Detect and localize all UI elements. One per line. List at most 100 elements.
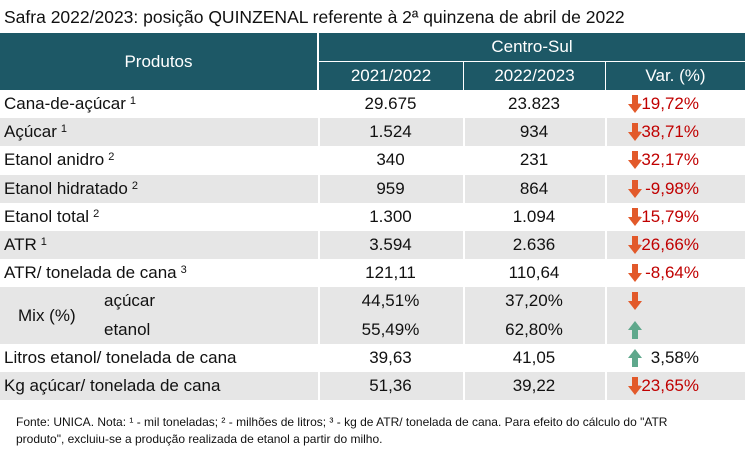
header-region: Centro-Sul	[319, 33, 745, 61]
cell-border	[318, 90, 320, 119]
arrow-down	[628, 236, 642, 254]
cell-border	[318, 259, 320, 288]
arrow-down	[628, 123, 642, 142]
cell-border	[463, 343, 465, 372]
value: 110,64	[508, 263, 560, 283]
row-label: Etanol hidratado 2	[4, 178, 138, 198]
note: 1	[40, 236, 47, 249]
value: 3,58%	[650, 347, 699, 367]
value: 2.636	[512, 235, 556, 255]
value: 62,80%	[505, 319, 563, 339]
value: 39,22	[512, 376, 556, 396]
value: -8,64%	[645, 263, 699, 283]
value: 39,63	[369, 347, 412, 367]
arrow-down	[628, 95, 642, 113]
note: 1	[60, 123, 68, 136]
cell-border	[605, 372, 607, 401]
row-bg	[0, 90, 745, 119]
note: 1	[129, 95, 137, 108]
value: 340	[376, 150, 405, 170]
arrow-down	[628, 151, 642, 170]
cell-border	[605, 259, 607, 288]
value: -23,65%	[635, 376, 699, 396]
row-bg	[0, 343, 745, 372]
sub-label: açúcar	[104, 291, 156, 311]
note: 2	[108, 151, 115, 164]
header-products: Produtos	[0, 33, 317, 90]
header-column: Var. (%)	[606, 62, 745, 90]
cell-border	[463, 372, 465, 401]
value: 1.094	[512, 206, 556, 226]
value: -26,66%	[635, 235, 699, 255]
cell-border	[318, 174, 320, 203]
cell-border	[463, 118, 465, 147]
row-label: ATR 1	[4, 235, 47, 255]
value: 231	[519, 150, 549, 170]
row-label: Etanol total 2	[4, 206, 100, 226]
cell-border	[318, 287, 320, 344]
arrow-down	[628, 377, 642, 395]
cell-border	[605, 202, 607, 231]
value: 934	[519, 122, 549, 142]
value: 29.675	[364, 94, 417, 114]
value: 3.594	[369, 235, 412, 255]
row-label: Kg açúcar/ tonelada de cana	[4, 376, 221, 396]
arrow-up	[628, 348, 642, 367]
value: 37,20%	[505, 291, 563, 311]
row-bg	[0, 287, 745, 344]
value: 1.524	[369, 122, 412, 142]
header-column: 2022/2023	[464, 62, 605, 90]
value: -15,79%	[635, 206, 699, 226]
row-label: Mix (%)	[18, 305, 76, 325]
arrow-down	[628, 207, 642, 226]
cell-border	[318, 372, 320, 401]
row-label: ATR/ tonelada de cana 3	[4, 263, 187, 283]
row-label: Cana-de-açúcar 1	[4, 94, 137, 114]
cell-border	[605, 287, 607, 344]
value: 1.300	[369, 206, 412, 226]
cell-border	[318, 231, 320, 260]
arrow-up	[628, 320, 642, 339]
arrow-down	[628, 264, 642, 283]
row-bg	[0, 259, 745, 288]
footnote: Fonte: UNICA. Nota: ¹ - mil toneladas; ²…	[16, 415, 668, 446]
cell-border	[463, 202, 465, 231]
value: 55,49%	[361, 319, 420, 339]
value: 121,11	[365, 263, 416, 283]
cell-border	[605, 118, 607, 147]
row-label: Etanol anidro 2	[4, 150, 115, 170]
value: 51,36	[369, 376, 412, 396]
row-label: Açúcar 1	[4, 122, 68, 142]
cell-border	[605, 343, 607, 372]
cell-border	[605, 174, 607, 203]
cell-border	[318, 343, 320, 372]
row-bg	[0, 372, 745, 401]
arrow-down	[628, 179, 642, 198]
note: 2	[131, 179, 138, 192]
cell-border	[463, 231, 465, 260]
value: 864	[519, 178, 549, 198]
header-column: 2021/2022	[319, 62, 463, 90]
value: 44,51%	[361, 291, 420, 311]
row-label: Litros etanol/ tonelada de cana	[4, 347, 237, 367]
row-bg	[0, 202, 745, 231]
arrow-down	[628, 292, 642, 311]
cell-border	[463, 287, 465, 344]
cell-border	[463, 259, 465, 288]
note: 2	[93, 207, 100, 220]
row-bg	[0, 174, 745, 203]
cell-border	[318, 146, 320, 175]
value: 23.823	[508, 94, 560, 114]
cell-border	[605, 146, 607, 175]
value: 959	[376, 178, 405, 198]
cell-border	[605, 90, 607, 119]
value: -9,98%	[645, 178, 699, 198]
cell-border	[318, 202, 320, 231]
cell-border	[463, 174, 465, 203]
row-bg	[0, 146, 745, 175]
value: 41,05	[512, 347, 556, 367]
value: -38,71%	[635, 122, 699, 142]
cell-border	[605, 231, 607, 260]
title: Safra 2022/2023: posição QUINZENAL refer…	[4, 6, 625, 27]
